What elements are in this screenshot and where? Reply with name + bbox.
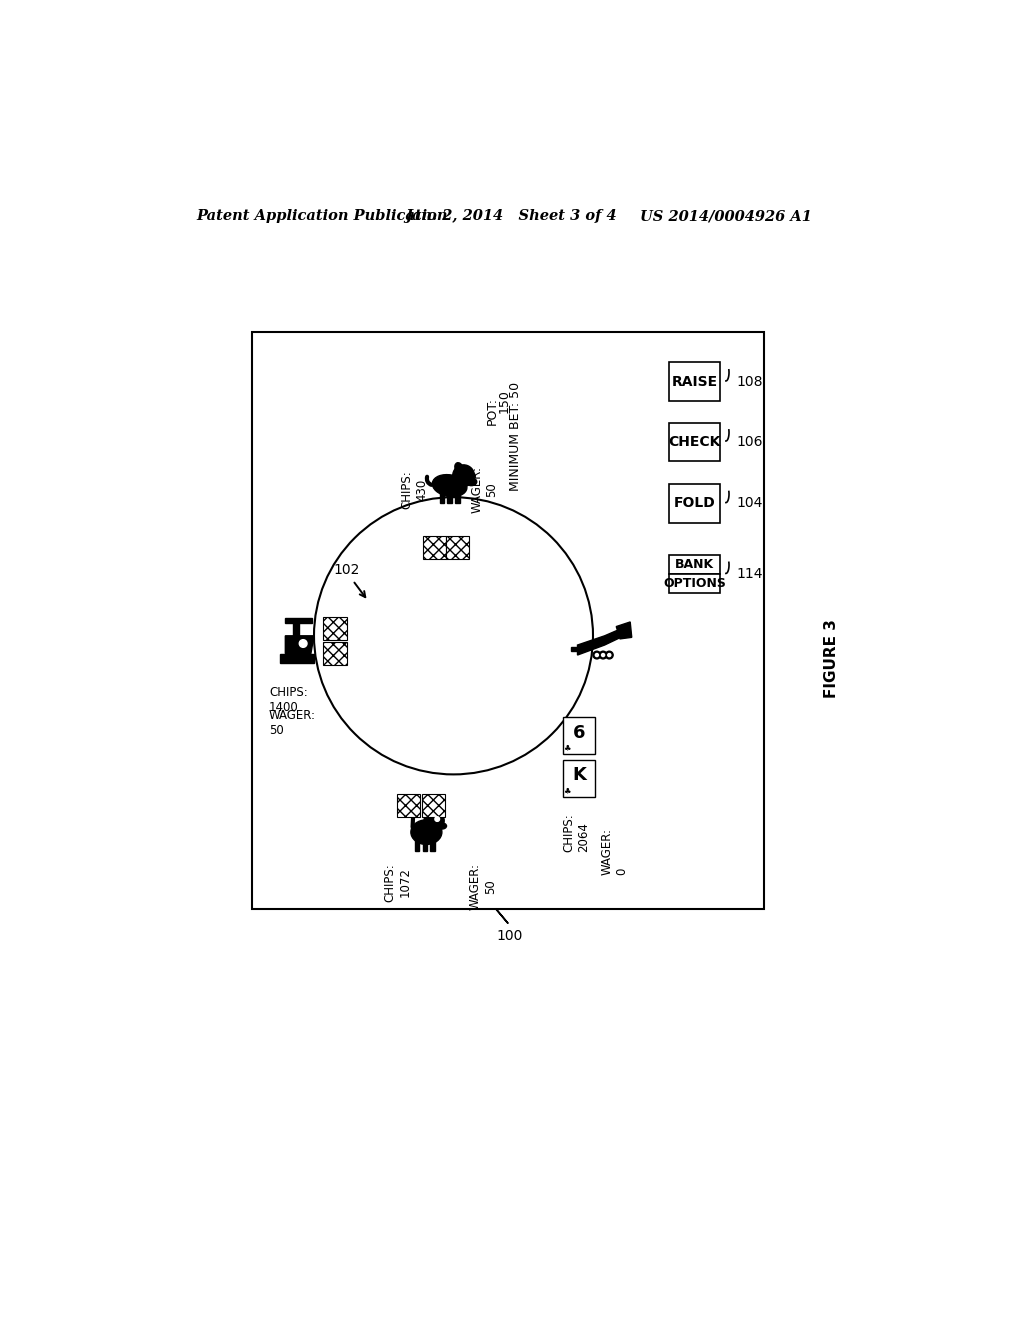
Text: WAGER:
50: WAGER: 50 [469,863,497,909]
Bar [670,422,720,461]
Bar [430,840,435,851]
Bar [455,492,460,503]
Bar [670,574,720,594]
Text: Jan. 2, 2014   Sheet 3 of 4: Jan. 2, 2014 Sheet 3 of 4 [406,209,617,223]
Bar [670,484,720,523]
Circle shape [593,651,601,659]
Text: MINIMUM BET: 50: MINIMUM BET: 50 [509,381,522,491]
Text: CHIPS:
1072: CHIPS: 1072 [384,863,412,902]
Circle shape [424,810,444,830]
Bar [439,492,444,503]
Ellipse shape [455,463,463,473]
Text: 108: 108 [736,375,763,388]
Bar [415,840,420,851]
Text: WAGER:
50: WAGER: 50 [470,466,499,513]
Bar [324,642,346,665]
Circle shape [299,640,307,647]
Circle shape [453,465,474,487]
Ellipse shape [437,822,446,829]
Bar [447,492,452,503]
Bar [324,616,346,640]
Bar [280,653,314,663]
Bar [286,618,312,623]
Polygon shape [286,636,314,653]
Ellipse shape [466,478,477,486]
Text: K: K [572,766,586,784]
Text: FOLD: FOLD [674,496,716,511]
Polygon shape [578,628,624,655]
Bar [423,536,445,558]
Circle shape [435,817,439,821]
Text: RAISE: RAISE [672,375,718,388]
Text: CHECK: CHECK [669,434,721,449]
Bar [563,718,595,755]
Circle shape [605,651,613,659]
Bar [293,620,299,636]
Bar [445,536,469,558]
Polygon shape [616,622,632,639]
Text: POT:: POT: [485,397,499,425]
Text: 102: 102 [334,564,359,577]
Circle shape [607,653,611,656]
Text: BANK: BANK [675,558,714,572]
Text: 106: 106 [736,434,763,449]
Ellipse shape [411,820,442,845]
Text: WAGER:
50: WAGER: 50 [269,709,316,737]
Bar [670,554,720,574]
Text: 6: 6 [572,723,586,742]
Text: 104: 104 [736,496,763,511]
Circle shape [599,651,607,659]
Bar [571,647,581,651]
Text: 100: 100 [497,929,523,942]
Text: ♣: ♣ [563,743,570,752]
Text: ♣: ♣ [563,787,570,795]
Text: CHIPS:
2064: CHIPS: 2064 [562,813,590,851]
Bar [252,331,764,909]
Ellipse shape [432,475,467,496]
Circle shape [601,653,604,656]
Text: US 2014/0004926 A1: US 2014/0004926 A1 [640,209,811,223]
Circle shape [314,498,593,775]
Bar [397,793,420,817]
Text: 114: 114 [736,568,763,581]
Text: 150: 150 [498,389,510,413]
Text: WAGER:
0: WAGER: 0 [601,829,629,875]
Text: CHIPS:
430: CHIPS: 430 [400,470,429,510]
Circle shape [595,653,598,656]
Bar [563,760,595,797]
Bar [670,363,720,401]
Bar [422,793,445,817]
Text: CHIPS:
1400: CHIPS: 1400 [269,686,308,714]
Text: FIGURE 3: FIGURE 3 [824,619,840,698]
Bar [423,840,427,851]
Text: Patent Application Publication: Patent Application Publication [197,209,447,223]
Text: OPTIONS: OPTIONS [664,577,726,590]
